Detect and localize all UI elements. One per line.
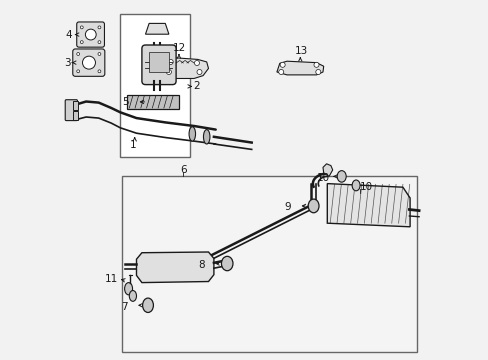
Text: 6: 6 — [180, 165, 186, 175]
Text: 10: 10 — [316, 173, 329, 183]
Ellipse shape — [142, 298, 153, 312]
Text: 11: 11 — [104, 274, 118, 284]
Circle shape — [85, 29, 96, 40]
Ellipse shape — [221, 256, 232, 271]
Circle shape — [98, 53, 101, 55]
FancyBboxPatch shape — [142, 45, 176, 85]
Circle shape — [166, 69, 171, 75]
FancyBboxPatch shape — [77, 22, 104, 47]
Text: 1: 1 — [130, 140, 136, 150]
Circle shape — [98, 70, 101, 73]
FancyBboxPatch shape — [126, 95, 178, 109]
Text: 9: 9 — [284, 202, 291, 212]
Text: 10: 10 — [359, 182, 372, 192]
FancyBboxPatch shape — [120, 14, 190, 157]
Circle shape — [315, 69, 320, 75]
Polygon shape — [322, 164, 332, 176]
Circle shape — [80, 41, 83, 44]
Circle shape — [82, 56, 95, 69]
Text: 8: 8 — [198, 260, 204, 270]
Circle shape — [280, 62, 285, 67]
Text: 12: 12 — [173, 43, 186, 53]
Polygon shape — [136, 252, 213, 283]
Polygon shape — [163, 58, 208, 78]
FancyBboxPatch shape — [73, 111, 78, 120]
FancyBboxPatch shape — [73, 101, 78, 110]
Circle shape — [278, 69, 283, 75]
Circle shape — [313, 62, 318, 67]
Ellipse shape — [203, 130, 209, 144]
Text: 7: 7 — [121, 302, 128, 312]
Circle shape — [77, 70, 80, 73]
Circle shape — [168, 59, 173, 64]
Circle shape — [194, 60, 199, 66]
Ellipse shape — [351, 180, 359, 191]
Polygon shape — [276, 61, 323, 75]
Polygon shape — [145, 23, 168, 34]
Circle shape — [80, 26, 83, 29]
Ellipse shape — [129, 291, 136, 301]
FancyBboxPatch shape — [73, 49, 104, 76]
Ellipse shape — [124, 283, 132, 295]
Circle shape — [98, 41, 101, 44]
Text: 13: 13 — [295, 46, 308, 56]
Ellipse shape — [189, 127, 195, 141]
Ellipse shape — [307, 199, 318, 213]
Text: 2: 2 — [193, 81, 199, 91]
Circle shape — [98, 26, 101, 29]
Text: 5: 5 — [122, 97, 128, 107]
FancyBboxPatch shape — [149, 52, 168, 72]
Circle shape — [77, 53, 80, 55]
Text: 4: 4 — [65, 30, 72, 40]
Text: 3: 3 — [64, 58, 71, 68]
FancyBboxPatch shape — [65, 100, 77, 121]
Polygon shape — [326, 184, 409, 227]
Ellipse shape — [337, 171, 346, 182]
FancyBboxPatch shape — [122, 176, 416, 352]
Circle shape — [197, 69, 202, 75]
